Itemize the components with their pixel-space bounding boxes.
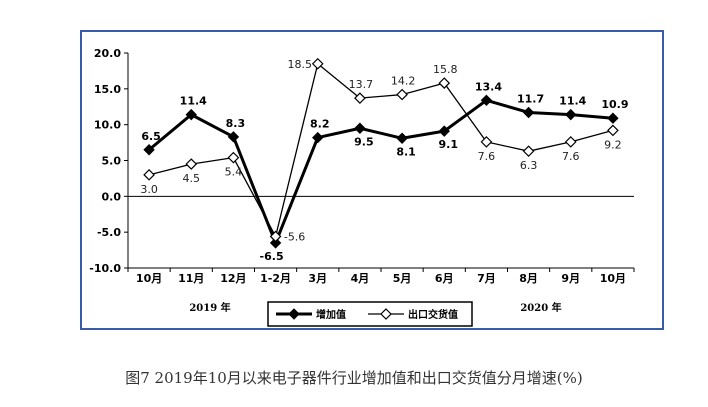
series-0-data-label: 11.4: [559, 95, 586, 108]
series-group: [143, 57, 619, 249]
series-1-point: [522, 145, 535, 158]
y-tick-label: -10.0: [89, 262, 121, 275]
series-line-0: [148, 98, 614, 245]
series-0-data-label: 11.7: [517, 92, 544, 105]
series-1-data-label: 9.2: [604, 138, 622, 151]
y-tick-label: 10.0: [94, 119, 121, 132]
series-0-data-label: -6.5: [260, 250, 284, 263]
x-tick-label: 9月: [561, 272, 580, 285]
figure-caption: 图7 2019年10月以来电子器件行业增加值和出口交货值分月增速(%): [125, 369, 583, 387]
series-0-data-label: 13.4: [475, 80, 502, 93]
axes: [127, 53, 634, 269]
series-1-point: [438, 77, 451, 89]
series-1-data-label: 4.5: [183, 172, 201, 185]
legend: 增加值 出口交货值: [267, 301, 473, 327]
y-tick-label: 0.0: [102, 190, 122, 203]
x-tick-label: 1-2月: [260, 272, 291, 285]
series-1-point: [311, 57, 324, 70]
series-1-data-label: 6.3: [520, 159, 538, 172]
data-labels: 6.5 11.4 8.3 -6.5 8.2 9.5 8.1 9.1 13.4 11.7 11.4 10…: [140, 58, 628, 263]
series-0-data-label: 8.2: [310, 118, 330, 131]
series-1-data-label: 18.5: [288, 58, 313, 71]
series-1-data-label: 7.6: [562, 150, 580, 163]
x-tick-label: 8月: [519, 272, 538, 285]
series-1-data-label: 14.2: [391, 75, 416, 88]
series-0-data-label: 8.1: [396, 145, 416, 158]
x-tick-label: 5月: [393, 272, 412, 285]
series-1-data-label: -5.6: [284, 230, 305, 243]
x-tick-label: 3月: [308, 272, 327, 285]
series-0-data-label: 11.4: [180, 95, 207, 108]
series-0-point: [480, 94, 493, 107]
series-0-point: [143, 144, 155, 156]
legend-label-series-1: 出口交货值: [408, 308, 458, 321]
y-tick-label: 5.0: [102, 155, 122, 168]
series-0-data-label: 9.1: [439, 138, 459, 151]
series-0-point: [396, 132, 408, 144]
series-0-data-label: 8.3: [226, 117, 246, 130]
series-line-1: [148, 63, 614, 238]
series-1-point: [269, 230, 282, 243]
y-tick-label: -5.0: [97, 226, 121, 239]
x-tick-label: 4月: [351, 272, 370, 285]
series-0-point: [565, 108, 577, 121]
series-0-point: [607, 112, 619, 124]
series-1-data-label: 13.7: [349, 78, 374, 91]
series-0-data-label: 9.5: [354, 135, 374, 148]
legend-marker-series-0: [288, 308, 300, 320]
year-label-2020: 2020 年: [520, 301, 561, 314]
series-1-point: [185, 158, 198, 170]
series-1-point: [564, 136, 577, 148]
series-0-point: [227, 131, 240, 143]
x-tick-label: 10月: [600, 272, 626, 285]
x-tick-label: 6月: [435, 272, 454, 285]
y-axis-ticks: 20.0 15.0 10.0 5.0 0.0 -5.0 -10.0: [89, 47, 128, 275]
y-tick-label: 20.0: [94, 47, 121, 60]
x-tick-label: 11月: [178, 272, 204, 285]
x-tick-label: 10月: [136, 272, 162, 285]
series-0-point: [522, 106, 535, 119]
series-1-point: [227, 151, 240, 164]
x-tick-label: 7月: [477, 272, 496, 285]
x-tick-label: 12月: [220, 272, 246, 285]
series-1-data-label: 7.6: [478, 150, 496, 163]
series-0-point: [269, 237, 282, 249]
series-1-data-label: 15.8: [433, 63, 458, 76]
legend-label-series-0: 增加值: [316, 308, 346, 321]
series-0-point: [354, 122, 366, 134]
series-1-point: [607, 124, 619, 137]
legend-marker-series-1: [380, 308, 392, 320]
series-0-data-label: 10.9: [601, 98, 628, 111]
y-tick-label: 15.0: [94, 83, 121, 96]
series-1-point: [396, 88, 408, 101]
series-0-point: [185, 108, 197, 121]
series-0-point: [438, 125, 450, 137]
series-1-data-label: 5.4: [225, 166, 243, 179]
series-0-data-label: 6.5: [141, 130, 161, 143]
series-1-data-label: 3.0: [140, 183, 158, 196]
series-1-point: [480, 136, 493, 148]
series-1-point: [354, 92, 366, 104]
year-label-2019: 2019 年: [189, 301, 230, 314]
series-0-point: [312, 131, 324, 144]
chart-frame: [80, 30, 664, 330]
x-axis-ticks: 10月 11月 12月 1-2月 3月 4月 5月 6月 7月 8月 9月 10月: [127, 268, 635, 285]
series-1-point: [143, 168, 155, 181]
